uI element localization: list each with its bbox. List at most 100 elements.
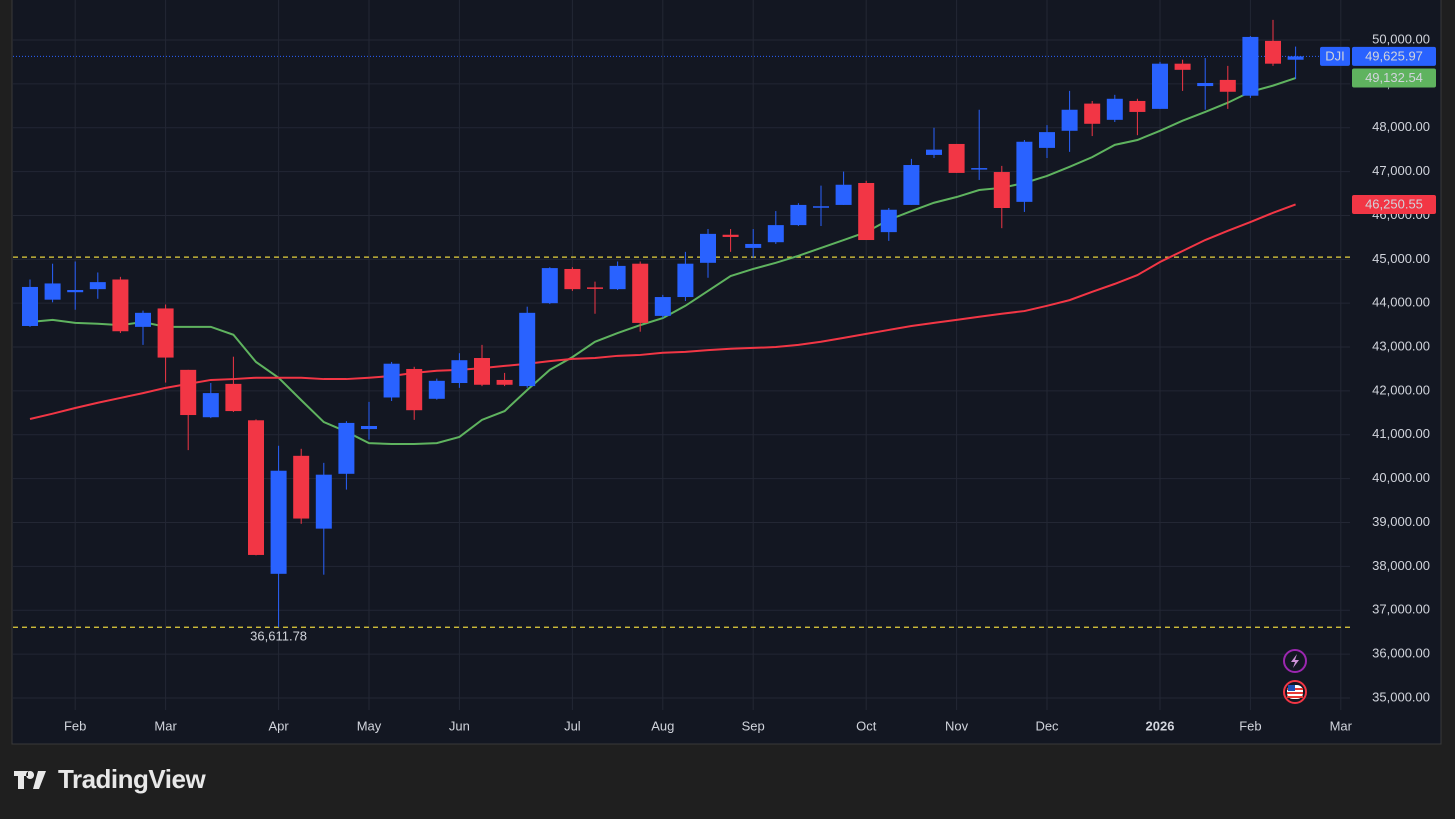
- candle-body: [315, 474, 332, 529]
- y-tick-label: 50,000.00: [1372, 31, 1430, 46]
- candle-body: [587, 287, 603, 289]
- candle-body: [971, 168, 988, 170]
- last-price-label: 49,625.97: [1365, 48, 1423, 63]
- candle-body: [112, 279, 129, 332]
- candle-body: [1265, 40, 1281, 64]
- symbol-box: [1320, 46, 1350, 66]
- candle-body: [677, 263, 694, 298]
- candle-body: [880, 209, 897, 233]
- chart-panel: [11, 0, 1442, 745]
- candle-body: [1106, 98, 1123, 120]
- x-tick-label: Apr: [268, 718, 289, 733]
- candle-body: [180, 369, 197, 416]
- x-tick-label: Feb: [1239, 718, 1261, 733]
- candle-body: [406, 368, 423, 411]
- candle-body: [383, 363, 400, 398]
- candle-body: [993, 172, 1010, 208]
- candle-body: [1287, 56, 1304, 60]
- branding[interactable]: TradingView: [14, 764, 206, 795]
- y-tick-label: 37,000.00: [1372, 602, 1430, 617]
- y-tick-label: 36,000.00: [1372, 646, 1430, 661]
- x-tick-label: Sep: [742, 718, 765, 733]
- x-tick-label: Dec: [1035, 718, 1059, 733]
- candle-body: [67, 290, 84, 293]
- candle-body: [1084, 103, 1101, 124]
- candle-body: [858, 182, 875, 241]
- ma-value-label-box: [1352, 68, 1436, 88]
- x-tick-label: Aug: [651, 718, 674, 733]
- candle-body: [654, 297, 671, 316]
- x-tick-label: Jun: [449, 718, 470, 733]
- ma-value-label: 46,250.55: [1365, 196, 1423, 211]
- candle-body: [293, 455, 310, 519]
- x-tick-label: Oct: [856, 718, 877, 733]
- moving-average-line: [29, 203, 1296, 420]
- event-icon[interactable]: [1283, 649, 1307, 673]
- candle-body: [1242, 36, 1259, 96]
- x-tick-label: Nov: [945, 718, 969, 733]
- y-tick-label: 42,000.00: [1372, 382, 1430, 397]
- last-price-label-box: [1352, 46, 1436, 66]
- candle-body: [564, 268, 581, 290]
- candle-body: [1129, 100, 1146, 112]
- candle-body: [44, 283, 61, 300]
- chart: 35,000.00 36,000.00 37,000.00 38,000.00 39,0…: [11, 0, 1442, 745]
- y-tick-label: 47,000.00: [1372, 163, 1430, 178]
- brand-name: TradingView: [58, 764, 206, 794]
- candle-body: [609, 265, 626, 290]
- candle-body: [1061, 109, 1078, 131]
- y-tick-label: 39,000.00: [1372, 514, 1430, 529]
- candle-body: [474, 358, 490, 385]
- candle-body: [903, 165, 920, 205]
- x-tick-label: Jul: [564, 718, 581, 733]
- candle-body: [202, 393, 219, 418]
- candle-body: [1219, 79, 1236, 92]
- candle-body: [248, 420, 264, 555]
- candle-body: [157, 308, 174, 358]
- candle-body: [519, 312, 536, 387]
- candle-body: [1174, 63, 1191, 70]
- candle-body: [541, 268, 558, 304]
- y-tick-label: 38,000.00: [1372, 558, 1430, 573]
- candle-body: [135, 312, 151, 327]
- candle-body: [89, 282, 106, 290]
- candle-body: [1197, 82, 1214, 87]
- candle-body: [451, 360, 468, 384]
- candle-body: [926, 149, 942, 155]
- x-tick-label: 2026: [1146, 718, 1175, 733]
- candle-body: [767, 225, 784, 243]
- candle-body: [428, 380, 445, 399]
- candle-body: [225, 383, 242, 412]
- candle-body: [361, 425, 377, 430]
- candle-body: [813, 206, 829, 208]
- candle-body: [722, 234, 739, 237]
- x-tick-label: Mar: [154, 718, 177, 733]
- y-tick-label: 40,000.00: [1372, 470, 1430, 485]
- candle-body: [22, 286, 38, 326]
- y-tick-label: 43,000.00: [1372, 338, 1430, 353]
- candle-body: [1152, 63, 1168, 109]
- x-tick-label: Mar: [1330, 718, 1353, 733]
- y-tick-label: 48,000.00: [1372, 119, 1430, 134]
- symbol-label: DJI: [1325, 48, 1345, 63]
- ma-value-label-box: [1352, 194, 1436, 214]
- candle-body: [270, 470, 287, 574]
- y-tick-label: 41,000.00: [1372, 426, 1430, 441]
- candle-body: [948, 143, 965, 173]
- candle-body: [496, 379, 513, 385]
- ma-value-label: 49,132.54: [1365, 70, 1423, 85]
- candle-body: [1016, 141, 1033, 202]
- low-label: 36,611.78: [250, 629, 307, 644]
- candle-body: [338, 422, 355, 474]
- candle-body: [835, 184, 852, 205]
- moving-average-line: [29, 77, 1296, 445]
- candle-body: [745, 243, 762, 248]
- country-icon[interactable]: [1283, 680, 1307, 704]
- x-tick-label: Feb: [64, 718, 86, 733]
- candle-body: [700, 233, 716, 263]
- candle-body: [790, 204, 807, 226]
- y-tick-label: 44,000.00: [1372, 295, 1430, 310]
- y-tick-label: 45,000.00: [1372, 251, 1430, 266]
- candle-body: [632, 263, 649, 323]
